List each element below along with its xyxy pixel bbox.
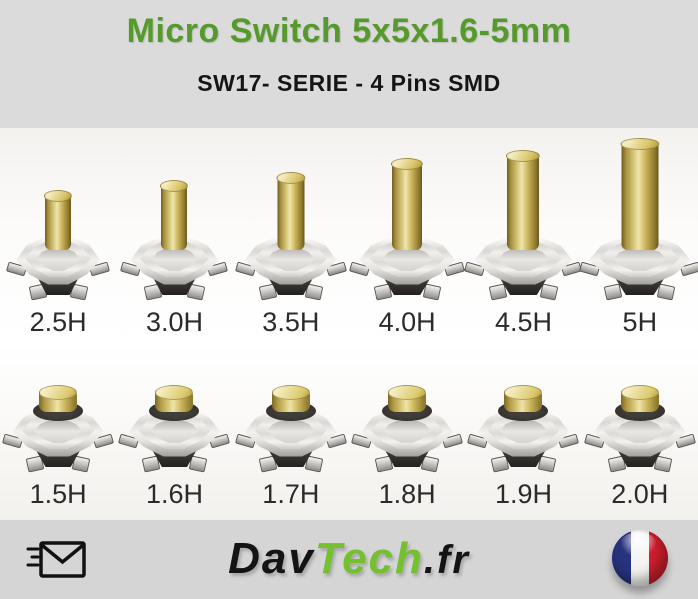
product-subtitle: SW17- SERIE - 4 Pins SMD [197,70,501,96]
switch-photo-1-8h [351,385,464,473]
switch-plunger [620,138,660,250]
switch-button [39,385,78,412]
switch-item: 1.7H [233,356,349,512]
switch-row-top: 2.5H 3.0H [0,128,698,340]
switch-height-label: 4.5H [494,307,552,337]
switch-item: 1.6H [116,356,232,512]
switch-pin [488,283,508,301]
switch-height-label: 3.5H [262,307,320,337]
product-title: Micro Switch 5x5x1.6-5mm [126,12,572,50]
switch-plunger [391,158,424,250]
logo-part-tech: Tech [314,534,424,583]
davtech-logo: DavTech.fr [0,534,698,584]
switch-item: 5H [578,128,698,340]
switch-photo-4-0h [349,158,466,301]
switch-button [271,385,310,412]
switch-height-label: 2.0H [611,479,669,509]
switch-button [388,385,427,412]
logo-part-fr: .fr [423,538,470,582]
switch-plunger [506,150,541,250]
switch-height-label: 1.7H [262,479,320,509]
switch-height-label: 1.6H [145,479,204,509]
switch-item: 3.0H [116,128,232,340]
switch-button [155,385,194,412]
switch-plunger [160,180,189,250]
switch-height-label: 1.9H [494,479,552,509]
switch-photo-1-7h [234,385,347,473]
switch-photo-1-5h [2,385,115,473]
switch-item: 3.5H [233,128,349,340]
switch-plunger [276,172,306,250]
switch-item: 4.0H [349,128,466,340]
header: Micro Switch 5x5x1.6-5mm SW17- SERIE - 4… [0,0,698,128]
switch-height-label: 4.0H [378,307,436,337]
switch-pin [539,283,559,301]
switch-photo-1-6h [118,385,231,473]
switch-item: 4.5H [464,128,583,340]
switch-photo-5h [578,138,698,301]
switch-pin [657,283,676,301]
switch-height-label: 3.0H [145,307,204,337]
switch-pin [603,283,623,301]
switch-height-label: 5H [622,307,658,337]
switch-gallery: 2.5H 3.0H [0,128,698,520]
switch-height-label: 1.8H [378,479,436,509]
logo-part-dav: Dav [228,534,315,583]
switch-photo-2-0h [583,385,696,473]
footer: DavTech.fr [0,520,698,599]
switch-item: 1.9H [465,356,581,512]
switch-height-label: 1.5H [29,479,87,509]
switch-item: 2.5H [0,128,116,340]
switch-photo-1-9h [467,385,580,473]
switch-plunger [44,190,73,250]
send-mail-icon [26,538,88,582]
switch-photo-4-5h [464,150,583,301]
switch-item: 2.0H [582,356,698,512]
switch-height-label: 2.5H [29,307,87,337]
switch-item: 1.5H [0,356,116,512]
switch-button [620,385,659,412]
switch-photo-2-5h [6,190,111,301]
french-flag-icon [612,530,668,586]
switch-row-bottom: 1.5H 1.6H [0,356,698,512]
switch-button [504,385,543,412]
switch-photo-3-0h [120,180,229,301]
switch-photo-3-5h [234,172,347,301]
switch-item: 1.8H [349,356,465,512]
